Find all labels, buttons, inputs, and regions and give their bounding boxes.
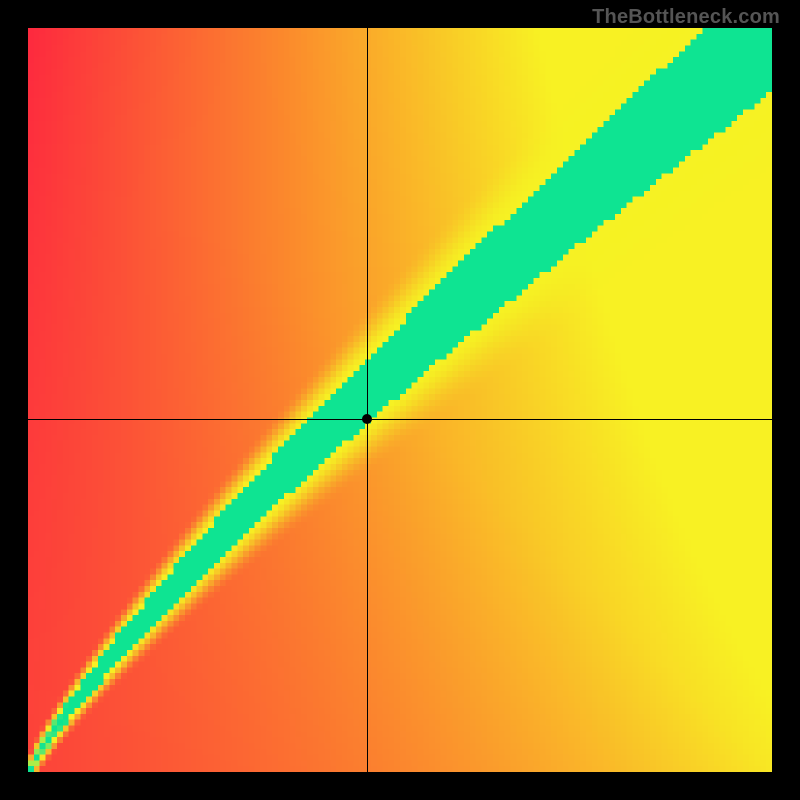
crosshair-horizontal: [28, 419, 772, 420]
chart-container: TheBottleneck.com: [0, 0, 800, 800]
crosshair-point: [362, 414, 372, 424]
heatmap-canvas: [28, 28, 772, 772]
plot-area: [28, 28, 772, 772]
crosshair-vertical: [367, 28, 368, 772]
watermark-text: TheBottleneck.com: [592, 6, 780, 29]
